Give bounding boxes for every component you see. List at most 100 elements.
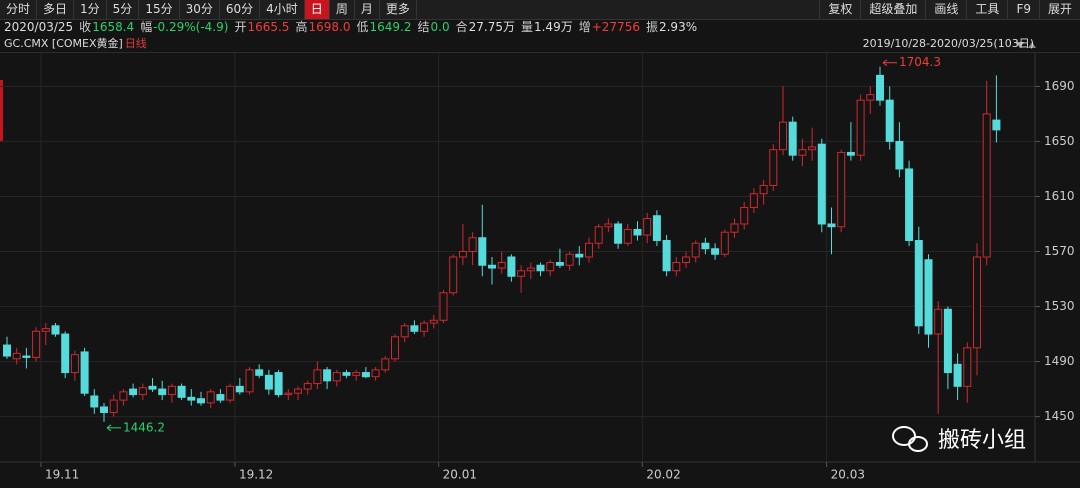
- candle-body: [682, 256, 690, 264]
- tool-button[interactable]: 画线: [925, 0, 966, 19]
- period-tab[interactable]: 周: [330, 0, 355, 19]
- quote-label: 收: [79, 20, 92, 34]
- y-tick-label: 1610: [1044, 189, 1075, 203]
- candle-body: [895, 140, 904, 170]
- candle-body: [80, 351, 89, 394]
- candle-body: [924, 259, 933, 335]
- candle-body: [439, 292, 448, 321]
- quote-label: 幅: [140, 20, 153, 34]
- quote-label: 开: [234, 20, 247, 34]
- quote-label: 高: [295, 20, 308, 34]
- y-tick-label: 1450: [1044, 409, 1075, 423]
- period-tab[interactable]: 月: [355, 0, 380, 19]
- quote-label: 增: [578, 20, 591, 34]
- candle-body: [51, 325, 60, 335]
- quote-item: 结0.0: [417, 19, 449, 36]
- period-tab[interactable]: 分时: [0, 0, 38, 19]
- period-tab[interactable]: 日: [304, 0, 330, 19]
- quote-value: 1698.0: [308, 20, 351, 34]
- quote-item: 振2.93%: [646, 19, 697, 36]
- tool-button[interactable]: 工具: [966, 0, 1007, 19]
- candle-body: [779, 121, 787, 151]
- collapse-icon[interactable]: [1028, 42, 1036, 48]
- candle-body: [90, 395, 99, 408]
- quote-value: +27756: [591, 20, 640, 34]
- candle-body: [633, 228, 642, 236]
- candle-body: [963, 347, 972, 387]
- quote-label: 合: [455, 20, 468, 34]
- candle-body: [720, 231, 729, 255]
- candle-body: [575, 253, 584, 258]
- candle-body: [323, 369, 332, 382]
- candle-body: [846, 151, 855, 156]
- y-tick-label: 1650: [1044, 134, 1075, 148]
- candle-body: [876, 74, 884, 101]
- candle-body: [866, 94, 875, 101]
- candle-body: [594, 226, 603, 244]
- x-tick-label: 20.03: [831, 468, 865, 482]
- left-marker: [0, 80, 3, 142]
- info-bar: GC.CMX [COMEX黄金] 日线 2019/10/28-2020/03/25…: [0, 36, 1080, 53]
- quote-date: 2020/03/25: [4, 20, 74, 34]
- candle-body: [420, 322, 429, 332]
- x-tick-label: 19.12: [239, 468, 273, 482]
- tool-button[interactable]: 超级叠加: [860, 0, 925, 19]
- quote-value: -0.29%(-4.9): [153, 20, 229, 34]
- candle-body: [177, 385, 186, 398]
- period-tab[interactable]: 60分: [220, 0, 261, 19]
- candle-body: [12, 352, 21, 360]
- candle-body: [206, 391, 215, 404]
- candle-body: [798, 149, 807, 156]
- candle-body: [197, 398, 205, 404]
- tool-button[interactable]: F9: [1007, 0, 1039, 19]
- symbol-group: GC.CMX [COMEX黄金] 日线: [4, 36, 147, 52]
- quote-item: 合27.75万: [456, 19, 515, 36]
- candle-body: [701, 242, 710, 250]
- candle-body: [167, 385, 176, 396]
- candle-body: [468, 237, 477, 252]
- candle-body: [371, 369, 380, 378]
- candle-body: [226, 385, 235, 401]
- tool-button[interactable]: 复权: [819, 0, 860, 19]
- quote-item: 开1665.5: [234, 19, 289, 36]
- candle-body: [691, 242, 700, 258]
- candle-body: [449, 256, 458, 294]
- toolbar: 分时 多日 1分 5分 15分 30分 60分 4小时日周月更多 复权 超级叠加 画线 工具 F9 展开: [0, 0, 1080, 20]
- quote-value: 1665.5: [247, 20, 290, 34]
- quote-item: 量1.49万: [521, 19, 573, 36]
- candle-body: [109, 399, 118, 413]
- period-tab[interactable]: 多日: [37, 0, 75, 19]
- period-tab[interactable]: 更多: [380, 0, 417, 19]
- candle-body: [129, 388, 138, 396]
- candle-body: [429, 319, 438, 324]
- quote-item: 收1658.4: [79, 19, 134, 36]
- quote-value: 1658.4: [92, 20, 135, 34]
- candle-body: [255, 369, 264, 376]
- candle-body: [992, 119, 1001, 131]
- candle-body: [158, 388, 167, 396]
- candle-body: [497, 262, 506, 269]
- annotation-arrowhead: [882, 59, 888, 67]
- candle-body: [216, 394, 225, 401]
- candle-body: [187, 396, 196, 401]
- candle-body: [555, 262, 564, 266]
- candle-body: [284, 392, 293, 396]
- period-tab[interactable]: 5分: [107, 0, 140, 19]
- candle-body: [837, 151, 846, 228]
- candle-body: [740, 206, 749, 225]
- candle-body: [294, 388, 302, 394]
- candle-body: [711, 248, 720, 255]
- candle-body: [3, 344, 11, 357]
- period-tab[interactable]: 1分: [74, 0, 107, 19]
- quote-value: 0.0: [430, 20, 450, 34]
- tool-button[interactable]: 展开: [1038, 0, 1080, 19]
- period-tab[interactable]: 4小时: [260, 0, 305, 19]
- quote-label: 低: [356, 20, 369, 34]
- quote-value: 27.75万: [468, 20, 515, 34]
- candle-body: [342, 372, 351, 376]
- period-tab[interactable]: 30分: [180, 0, 220, 19]
- period-tab[interactable]: 15分: [139, 0, 180, 19]
- symbol: GC.CMX [COMEX黄金]: [4, 37, 123, 50]
- dropdown-icon[interactable]: [1016, 42, 1024, 48]
